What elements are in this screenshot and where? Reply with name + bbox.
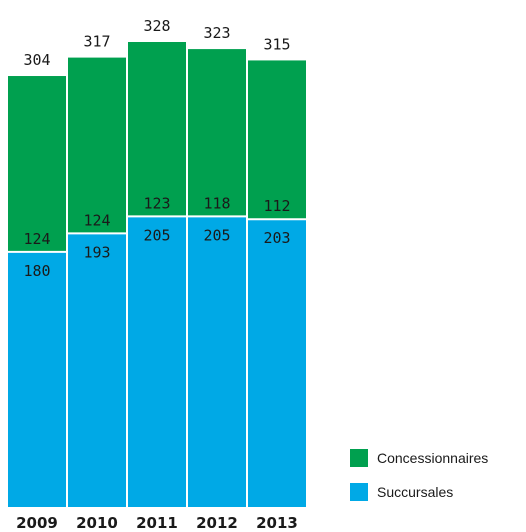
data-label-concessionnaires-2012: 118 <box>203 194 230 212</box>
legend-swatch-succursales <box>350 483 368 501</box>
data-label-succursales-2010: 193 <box>83 243 110 261</box>
bar-succursales-2013 <box>248 219 306 507</box>
x-tick-label-2011: 2011 <box>136 514 178 532</box>
bar-succursales-2009 <box>8 251 66 507</box>
legend-swatch-concessionnaires <box>350 449 368 467</box>
x-tick-label-2009: 2009 <box>16 514 58 532</box>
bar-concessionnaires-2010 <box>68 57 126 234</box>
data-label-concessionnaires-2013: 112 <box>263 197 290 215</box>
total-label-2012: 323 <box>203 24 230 42</box>
data-label-succursales-2011: 205 <box>143 226 170 244</box>
legend: Concessionnaires Succursales <box>350 449 488 517</box>
bar-succursales-2012 <box>188 216 246 507</box>
x-tick-label-2012: 2012 <box>196 514 238 532</box>
legend-label-succursales: Succursales <box>377 484 454 500</box>
data-label-concessionnaires-2009: 124 <box>23 230 50 248</box>
data-label-succursales-2013: 203 <box>263 229 290 247</box>
data-label-succursales-2009: 180 <box>23 262 50 280</box>
data-label-concessionnaires-2011: 123 <box>143 194 170 212</box>
total-label-2013: 315 <box>263 35 290 53</box>
legend-item-succursales: Succursales <box>350 483 488 501</box>
x-tick-label-2010: 2010 <box>76 514 118 532</box>
total-label-2011: 328 <box>143 17 170 35</box>
bar-concessionnaires-2012 <box>188 49 246 217</box>
total-label-2009: 304 <box>23 51 50 69</box>
data-label-succursales-2012: 205 <box>203 226 230 244</box>
bar-succursales-2011 <box>128 216 186 507</box>
legend-label-concessionnaires: Concessionnaires <box>377 450 489 466</box>
bar-concessionnaires-2011 <box>128 42 186 217</box>
bar-concessionnaires-2013 <box>248 60 306 220</box>
bar-succursales-2010 <box>68 233 126 507</box>
x-tick-label-2013: 2013 <box>256 514 298 532</box>
bar-concessionnaires-2009 <box>8 76 66 252</box>
data-label-concessionnaires-2010: 124 <box>83 211 110 229</box>
total-label-2010: 317 <box>83 33 110 51</box>
legend-item-concessionnaires: Concessionnaires <box>350 449 488 467</box>
